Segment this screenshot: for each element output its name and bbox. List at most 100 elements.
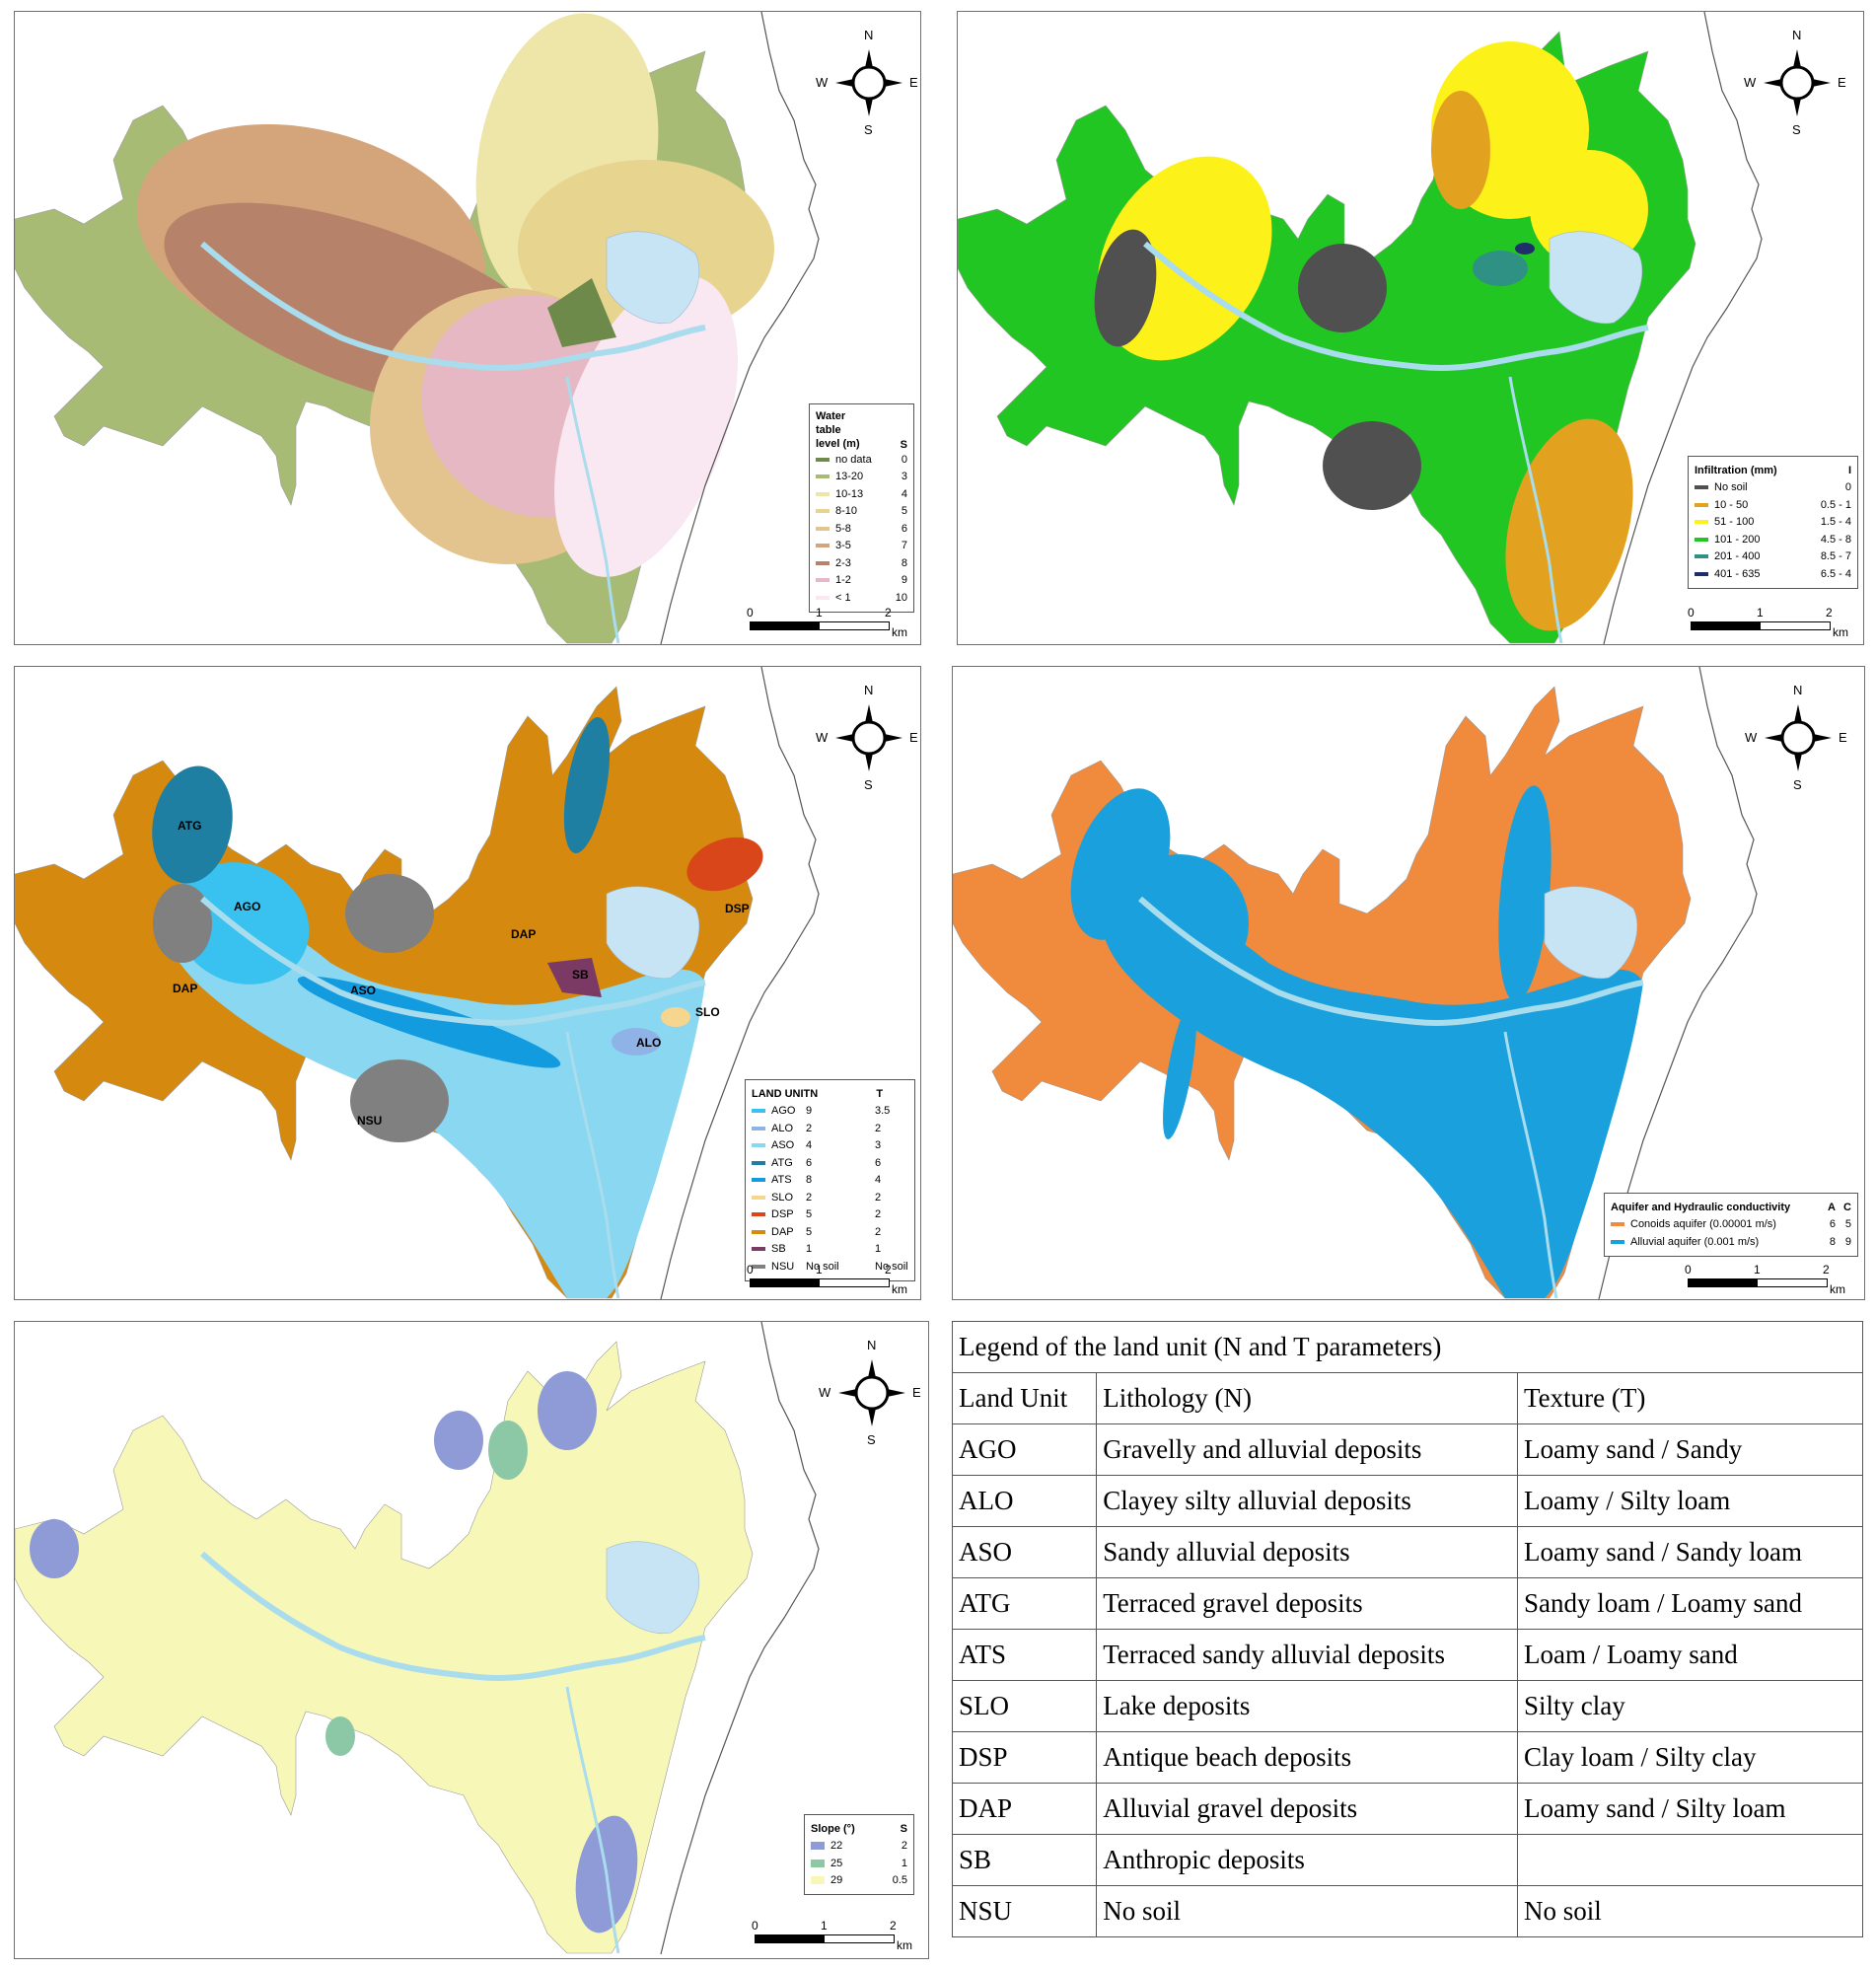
map-legend: Slope (°) S 22 2 25 1 29 0.5 [804, 1814, 914, 1895]
legend-label: Alluvial aquifer (0.001 m/s) [1630, 1235, 1760, 1248]
slope-22 [434, 1411, 483, 1470]
compass-rose: N S E W [813, 1334, 928, 1452]
river-line [1138, 896, 1644, 1026]
table-row: ATG Terraced gravel deposits Sandy loam / … [951, 1577, 1863, 1630]
cell-lithology: Anthropic deposits [1096, 1834, 1519, 1886]
legend-label: ALO [771, 1122, 794, 1134]
header-texture: Texture (T) [1517, 1372, 1863, 1424]
legend-swatch [1611, 1239, 1624, 1244]
unit-slo [661, 1007, 690, 1027]
legend-swatch [811, 1842, 825, 1851]
compass-n-label: N [867, 1338, 877, 1352]
legend-swatch [752, 1160, 765, 1165]
legend-swatch [1695, 502, 1708, 507]
compass-star-icon [835, 49, 902, 116]
compass-e-label: E [912, 1385, 921, 1400]
legend-swatch [752, 1143, 765, 1148]
legend-value: 4 [806, 1139, 813, 1152]
legend-label: 13-20 [835, 471, 864, 483]
lake-area [606, 231, 700, 325]
legend-value: 9 [901, 574, 907, 587]
lake-area [1544, 886, 1638, 980]
zone-201-400 [1473, 251, 1528, 286]
zone-no-soil [1094, 229, 1157, 347]
legend-swatch [816, 474, 830, 479]
legend-swatch [816, 578, 830, 583]
coastline [660, 667, 820, 1299]
compass-n-label: N [864, 683, 874, 697]
legend-value: 3 [901, 471, 907, 483]
legend-value: 2 [806, 1122, 813, 1134]
map-area [953, 667, 1758, 1299]
scale-bar: 0 1 2 km [747, 1263, 907, 1299]
compass-s-label: S [864, 777, 873, 792]
legend-label: 2-3 [835, 556, 851, 569]
legend-column-header: S [900, 1822, 907, 1835]
map-unit-label: AGO [234, 900, 260, 913]
table-row: DAP Alluvial gravel deposits Loamy sand / … [951, 1783, 1863, 1835]
compass-n-label: N [1793, 683, 1803, 697]
compass-rose: N S E W [810, 24, 920, 142]
coastline [660, 1322, 820, 1955]
scale-label-t0: 0 [747, 606, 754, 620]
scale-bar: 0 1 2 km [1688, 606, 1848, 644]
cell-texture [1517, 1834, 1863, 1886]
legend-label: SB [771, 1243, 786, 1256]
map-unit-label: DAP [173, 982, 197, 995]
legend-header: Water table level (m) S [816, 409, 907, 451]
scale-label-t2: 2 [885, 1263, 892, 1277]
scale-label-t1: 1 [816, 1263, 823, 1277]
tributary-line [565, 1031, 620, 1299]
legend-title: Water table level (m) [816, 410, 860, 450]
cell-texture: Sandy loam / Loamy sand [1517, 1577, 1863, 1630]
cell-land-unit: ALO [951, 1475, 1098, 1527]
legend-item: DAP 5 2 [752, 1223, 908, 1241]
legend-swatch [752, 1178, 765, 1183]
map-area [958, 12, 1763, 644]
infiltration-map: N S E W Infiltration (mm) I No soil 0 10 - 50 0.… [957, 11, 1864, 645]
legend-value: No soil [806, 1260, 839, 1273]
legend-label: NSU [771, 1260, 795, 1273]
legend-item: 51 - 100 1.5 - 4 [1695, 514, 1851, 532]
scale-label-unit: km [892, 625, 907, 639]
coastline [1603, 12, 1763, 644]
map-unit-label: SB [572, 968, 589, 982]
legend-swatch [1611, 1222, 1624, 1227]
slope-29 [15, 1341, 754, 1954]
scale-label-t1: 1 [816, 606, 823, 620]
legend-label: ATS [771, 1174, 792, 1187]
legend-item: 201 - 400 8.5 - 7 [1695, 548, 1851, 566]
scale-label-unit: km [1833, 625, 1848, 639]
compass-star-icon [1764, 49, 1831, 116]
table-row: NSU No soil No soil [951, 1885, 1863, 1937]
legend-value: 0 [1844, 481, 1851, 494]
legend-label: 10-13 [835, 487, 864, 500]
slope-22 [538, 1371, 597, 1450]
legend-value: 1 [875, 1243, 882, 1256]
legend-value: 5 [901, 505, 907, 518]
scale-bar-light-segment [824, 1934, 895, 1943]
unit-nsu [350, 1059, 449, 1142]
cell-texture: Loam / Loamy sand [1517, 1629, 1863, 1681]
cell-land-unit: ASO [951, 1526, 1098, 1578]
legend-swatch [816, 560, 830, 565]
scale-bar-dark-segment [750, 621, 821, 630]
legend-swatch [752, 1264, 765, 1269]
legend-value: 8 [806, 1174, 813, 1187]
legend-label: 22 [830, 1840, 843, 1853]
legend-item: NSU No soil No soil [752, 1258, 908, 1276]
cell-lithology: No soil [1096, 1885, 1519, 1937]
table-row: AGO Gravelly and alluvial deposits Loamy s… [951, 1423, 1863, 1476]
legend-column-header: I [1847, 464, 1851, 476]
table-title-row: Legend of the land unit (N and T paramet… [952, 1321, 1863, 1373]
map-unit-label: ATG [178, 819, 201, 833]
legend-value: 6 [875, 1156, 882, 1169]
zone-no-data [547, 278, 616, 347]
slope-25 [325, 1716, 355, 1756]
compass-w-label: W [819, 1385, 831, 1400]
legend-item: 3-5 7 [816, 538, 907, 555]
legend-swatch [816, 544, 830, 548]
scale-bar: 0 1 2 km [747, 606, 907, 644]
legend-item: 29 0.5 [811, 1872, 907, 1890]
